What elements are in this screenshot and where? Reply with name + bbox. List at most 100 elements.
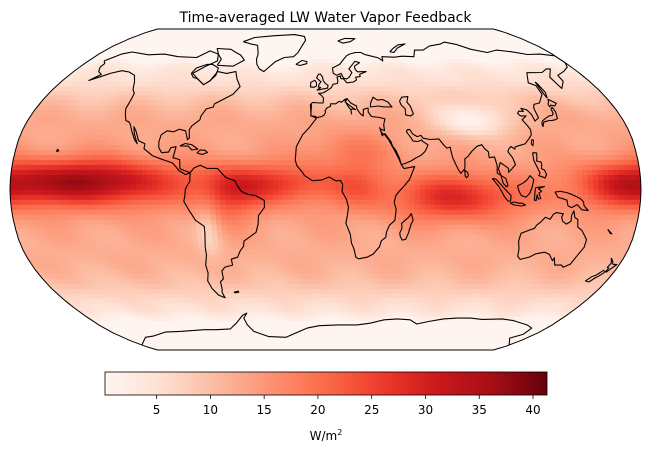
heat-cell [262,159,269,165]
heat-cell [100,164,107,170]
heat-cell [377,159,384,165]
heat-cell [84,209,91,215]
heat-cell [330,234,337,240]
heat-cell [487,204,494,210]
heat-cell [56,184,64,190]
heat-cell [293,184,300,190]
heat-cell [450,214,457,220]
heat-cell [361,159,368,165]
heat-cell [67,189,74,195]
heat-cell [246,204,253,210]
heat-cell [272,214,279,220]
heat-cell [572,189,579,195]
heat-cell [237,224,244,230]
heat-cell [199,174,206,180]
heat-cell [262,219,269,225]
heat-cell [566,179,573,185]
heat-cell [178,194,185,200]
heat-cell [283,209,290,215]
heat-cell [424,214,431,220]
heat-cell [316,311,322,317]
heat-cell [267,169,274,175]
heat-cell [68,204,75,210]
heat-cell [309,219,316,225]
heat-cell [104,184,111,190]
heat-cell [392,159,399,165]
heat-cell [272,164,279,170]
heat-cell [216,229,224,235]
heat-cell [314,229,321,235]
heat-cell [439,164,447,170]
heat-cell [551,184,558,190]
heat-cell [629,184,637,190]
heat-cell [241,174,248,180]
heat-cell [356,179,363,185]
heat-cell [366,164,373,170]
heat-cell [183,164,191,170]
heat-cell [367,184,374,190]
heat-cell [62,189,69,195]
heat-cell [204,199,211,205]
heat-cell [135,189,142,195]
heat-cell [338,283,345,289]
heat-cell [450,174,458,180]
heat-cell [629,194,636,200]
heat-cell [46,179,53,185]
heat-cell [109,179,116,185]
heat-cell [424,204,431,210]
heat-cell [434,164,442,170]
heat-cell [277,199,284,205]
heat-cell [408,204,415,210]
heat-cell [496,214,504,220]
heat-cell [299,214,306,220]
heat-cell [330,248,336,255]
heat-cell [545,194,552,200]
heat-cell [614,184,621,190]
heat-cell [184,219,192,225]
heat-cell [156,189,163,195]
heat-cell [440,204,447,210]
heat-cell [283,229,290,235]
heat-cell [188,189,195,195]
heat-cell [258,239,265,245]
heat-cell [26,204,33,210]
heat-cell [351,214,358,220]
heat-cell [230,194,237,200]
heat-cell [198,184,205,190]
heat-cell [30,179,38,185]
heat-cell [316,293,322,299]
heat-cell [346,169,353,175]
heat-cell [46,174,54,180]
heat-cell [104,204,112,210]
heat-cell [310,268,317,275]
heat-cell [130,184,137,190]
heat-cell [545,179,552,185]
heat-cell [199,214,207,220]
heat-cell [481,164,489,170]
heat-cell [435,179,442,185]
heat-cell [361,214,368,220]
heat-cell [251,209,258,215]
heat-cell [596,164,604,170]
heat-cell [72,189,79,195]
heat-cell [231,224,239,230]
heat-cell [335,239,342,245]
heat-cell [68,169,75,175]
heat-cell [183,189,190,195]
heat-cell [20,189,27,195]
heat-cell [315,258,321,265]
heat-cell [311,288,317,294]
heat-cell [332,315,338,321]
heat-cell [314,204,321,210]
heat-cell [304,239,311,245]
heat-cell [252,159,259,165]
heat-cell [94,164,102,170]
heat-cell [267,164,274,170]
heat-cell [335,214,342,220]
heat-cell [335,229,342,235]
heat-cell [272,169,279,175]
heat-cell [188,184,195,190]
heat-cell [225,164,232,170]
heat-cell [477,189,484,195]
heat-cell [577,179,584,185]
